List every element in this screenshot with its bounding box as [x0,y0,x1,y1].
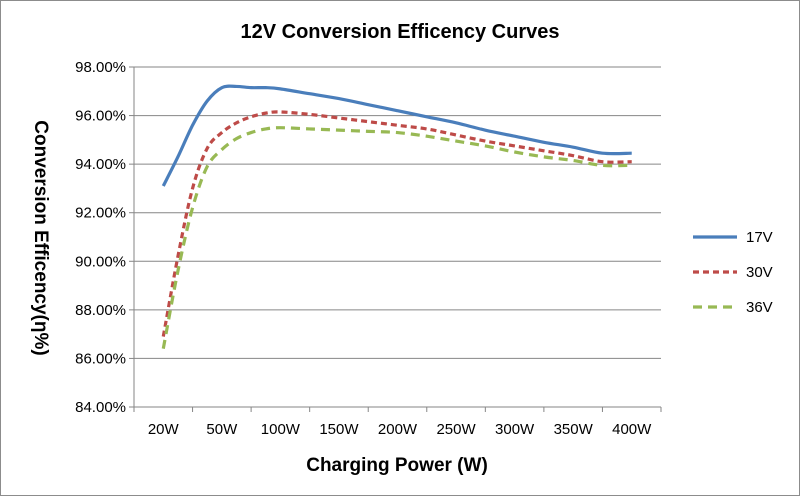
y-tick-label: 86.00% [75,350,126,367]
x-tick-label: 50W [206,421,238,438]
x-axis-title: Charging Power (W) [306,455,488,476]
legend-label-30v: 30V [746,264,773,281]
x-tick-label: 350W [554,421,594,438]
x-tick-labels: 20W 50W 100W 150W 200W 250W 300W 350W 400W [148,421,652,438]
legend-label-17v: 17V [746,229,773,246]
y-tick-label: 96.00% [75,108,126,125]
y-tick-label: 90.00% [75,253,126,270]
series-line-17v [161,84,632,187]
y-tick-label: 84.00% [75,399,126,416]
chart-title: 12V Conversion Efficency Curves [240,21,559,43]
x-tick-label: 300W [495,421,535,438]
y-tick-label: 98.00% [75,59,126,76]
x-tick-label: 20W [148,421,180,438]
x-tick-label: 100W [261,421,301,438]
y-tick-label: 88.00% [75,302,126,319]
axes [133,67,662,412]
legend: 17V 30V 36V [693,229,773,316]
x-tick-label: 250W [436,421,476,438]
series-line-30v [161,110,632,337]
series-line-36v [161,126,632,350]
y-axis-title: Conversion Efficency(η%) [30,120,51,355]
y-tick-label: 92.00% [75,205,126,222]
y-tick-label: 94.00% [75,156,126,173]
series-lines [161,84,632,350]
y-tick-labels: 84.00% 86.00% 88.00% 90.00% 92.00% 94.00% 96.0… [75,59,126,416]
x-tick-label: 200W [378,421,418,438]
x-tick-label: 400W [612,421,652,438]
x-tick-label: 150W [319,421,359,438]
legend-label-36v: 36V [746,299,773,316]
gridlines [129,66,661,408]
